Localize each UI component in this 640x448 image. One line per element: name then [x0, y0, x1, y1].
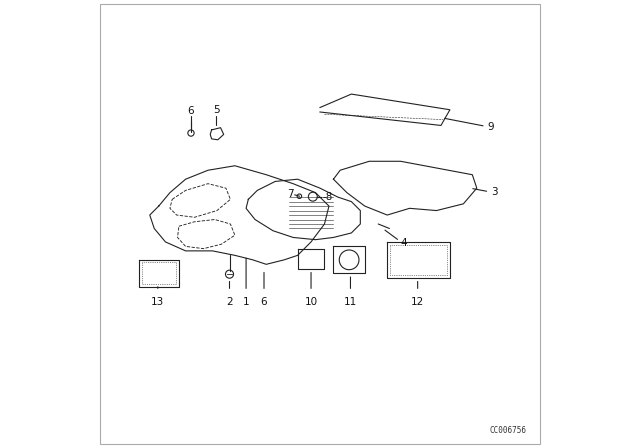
- Text: 2: 2: [226, 297, 233, 307]
- Text: 7: 7: [287, 189, 294, 198]
- Text: 4: 4: [400, 238, 406, 248]
- Text: 3: 3: [492, 187, 498, 197]
- Text: 12: 12: [411, 297, 424, 307]
- Text: 1: 1: [243, 297, 250, 307]
- Text: 6: 6: [260, 297, 268, 307]
- Text: 6: 6: [188, 106, 195, 116]
- Text: 5: 5: [212, 105, 220, 115]
- Text: CC006756: CC006756: [489, 426, 526, 435]
- Text: 10: 10: [305, 297, 317, 307]
- Text: 11: 11: [344, 297, 357, 307]
- Text: 9: 9: [488, 122, 495, 132]
- Text: 13: 13: [151, 297, 164, 307]
- Text: -8: -8: [323, 192, 333, 202]
